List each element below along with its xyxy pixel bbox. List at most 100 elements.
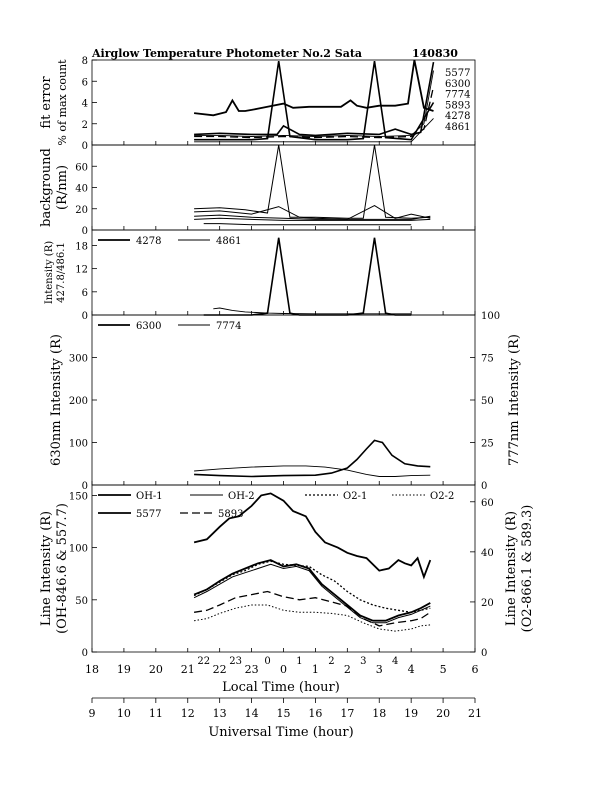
- legend-label-5893: 5893: [218, 509, 243, 520]
- x-tick-label-ut: 14: [245, 707, 259, 720]
- x-tick-label-local: 18: [85, 663, 99, 676]
- series-label-4861: 4861: [445, 122, 470, 133]
- y-axis-label2-blue-lines: 427.8/486.1: [56, 242, 67, 303]
- series-line-fit-error-6300: [194, 61, 435, 137]
- series-line-oh-o2-lines-O2-2: [194, 604, 431, 632]
- tick-marks: [91, 59, 476, 703]
- series-label-5577: 5577: [445, 68, 470, 79]
- y-axis-label-blue-lines: Intensity (R): [44, 241, 55, 304]
- y-right-tick-label-red-lines: 0: [481, 481, 487, 492]
- y-right-tick-label-red-lines: 75: [481, 354, 494, 365]
- y-right-tick-label-oh-o2-lines: 60: [481, 498, 494, 509]
- x-tick-label-ut: 15: [277, 707, 291, 720]
- x-minor-tick-label-local: 1: [296, 656, 302, 667]
- x-tick-label-local: 2: [344, 663, 351, 676]
- y-axis-label-oh-o2-lines: Line Intensity (R): [39, 511, 54, 626]
- y-tick-label-blue-lines: 12: [75, 265, 88, 276]
- legend-label-5577: 5577: [136, 509, 161, 520]
- y-tick-label-blue-lines: 6: [82, 288, 88, 299]
- y-tick-label-red-lines: 100: [69, 439, 88, 450]
- y-axis-label-fit-error: fit error: [39, 76, 54, 129]
- x-tick-label-ut: 9: [89, 707, 96, 720]
- y-right-axis-label-red-lines: 777nm Intensity (R): [507, 334, 522, 466]
- series-line-fit-error-5577: [193, 59, 434, 117]
- y-axis-label2-fit-error: % of max count: [56, 59, 69, 146]
- legend-label-OH-2: OH-2: [228, 491, 255, 502]
- x-minor-tick-label-local: 22: [197, 656, 210, 667]
- series-line-oh-o2-lines-OH-1: [193, 559, 431, 622]
- legend-label-4861: 4861: [216, 236, 241, 247]
- series-label-4278: 4278: [445, 111, 470, 122]
- x-tick-label-ut: 17: [340, 707, 354, 720]
- y-tick-label-background: 0: [82, 226, 88, 237]
- x-tick-label-local: 20: [149, 663, 163, 676]
- chart-date: 140830: [412, 47, 458, 60]
- y-tick-label-fit-error: 6: [82, 77, 88, 88]
- y-right-tick-label-red-lines: 50: [481, 396, 494, 407]
- series-line-fit-error-5893: [194, 86, 435, 139]
- y-tick-label-fit-error: 2: [82, 120, 88, 131]
- series-label-6300: 6300: [445, 79, 470, 90]
- y-tick-label-blue-lines: 18: [75, 241, 88, 252]
- y-right-axis-label-oh-o2-lines: Line Intensity (R): [504, 511, 519, 626]
- series-line-oh-o2-lines-OH-2: [193, 563, 431, 624]
- x-minor-tick-label-local: 0: [264, 656, 270, 667]
- series-lines: [98, 59, 435, 632]
- y-tick-label-fit-error: 0: [82, 141, 88, 152]
- y-tick-label-fit-error: 4: [82, 99, 88, 110]
- series-line-oh-o2-lines-5577: [193, 492, 432, 580]
- series-line-blue-lines-4861: [213, 307, 412, 315]
- panel-frame-red-lines: [91, 314, 476, 486]
- series-line-background-bg-c: [194, 214, 431, 220]
- y-tick-label-oh-o2-lines: 0: [82, 648, 88, 659]
- series-line-blue-lines-4278: [203, 237, 412, 316]
- series-line-background-bg-a: [194, 144, 431, 219]
- x-axis-label-ut: Universal Time (hour): [208, 725, 353, 740]
- x-tick-label-ut: 10: [117, 707, 131, 720]
- y-tick-label-background: 40: [75, 184, 88, 195]
- y-right-tick-label-oh-o2-lines: 20: [481, 598, 494, 609]
- y-tick-label-blue-lines: 0: [82, 311, 88, 322]
- x-tick-label-ut: 19: [404, 707, 418, 720]
- x-tick-label-ut: 13: [213, 707, 227, 720]
- y-tick-label-red-lines: 200: [69, 396, 88, 407]
- x-tick-label-local: 4: [408, 663, 415, 676]
- x-tick-label-ut: 11: [149, 707, 163, 720]
- x-tick-label-ut: 21: [468, 707, 482, 720]
- x-tick-label-local: 6: [472, 663, 479, 676]
- series-label-7774: 7774: [445, 90, 470, 101]
- series-line-oh-o2-lines-5893: [193, 590, 431, 627]
- y-right-tick-label-red-lines: 100: [481, 311, 500, 322]
- x-minor-tick-label-local: 23: [229, 656, 242, 667]
- x-tick-label-ut: 16: [308, 707, 322, 720]
- y-tick-label-oh-o2-lines: 50: [75, 596, 88, 607]
- x-tick-label-local: 22: [213, 663, 227, 676]
- x-tick-label-local: 23: [245, 663, 259, 676]
- series-line-fit-error-4278: [194, 60, 435, 141]
- series-line-oh-o2-lines-O2-1: [193, 560, 431, 613]
- y-tick-label-red-lines: 300: [69, 354, 88, 365]
- x-minor-tick-label-local: 4: [392, 656, 398, 667]
- x-tick-label-local: 1: [312, 663, 319, 676]
- series-label-5893: 5893: [445, 100, 470, 111]
- panel-frame-background: [91, 144, 476, 231]
- legend-label-7774: 7774: [216, 321, 241, 332]
- legend-label-OH-1: OH-1: [136, 491, 163, 502]
- series-line-red-lines-7774: [194, 465, 431, 477]
- series-line-background-bg-d: [194, 217, 431, 221]
- y-axis-label2-oh-o2-lines: (OH-846.6 & 557.7): [55, 503, 70, 634]
- series-line-red-lines-6300: [194, 439, 431, 478]
- x-minor-tick-label-local: 3: [360, 656, 366, 667]
- legend-label-6300: 6300: [136, 321, 161, 332]
- chart-text: Airglow Temperature Photometer No.2 Sata…: [39, 47, 535, 740]
- x-tick-label-ut: 18: [372, 707, 386, 720]
- series-line-background-bg-e: [203, 223, 412, 226]
- legend-label-O2-2: O2-2: [430, 491, 454, 502]
- y-axis-label2-background: (R/nm): [55, 165, 70, 210]
- x-tick-label-local: 0: [280, 663, 287, 676]
- y-right-tick-label-red-lines: 25: [481, 439, 494, 450]
- chart-title: Airglow Temperature Photometer No.2 Sata: [91, 47, 362, 60]
- panel-frames: [91, 59, 476, 653]
- x-tick-label-local: 21: [181, 663, 195, 676]
